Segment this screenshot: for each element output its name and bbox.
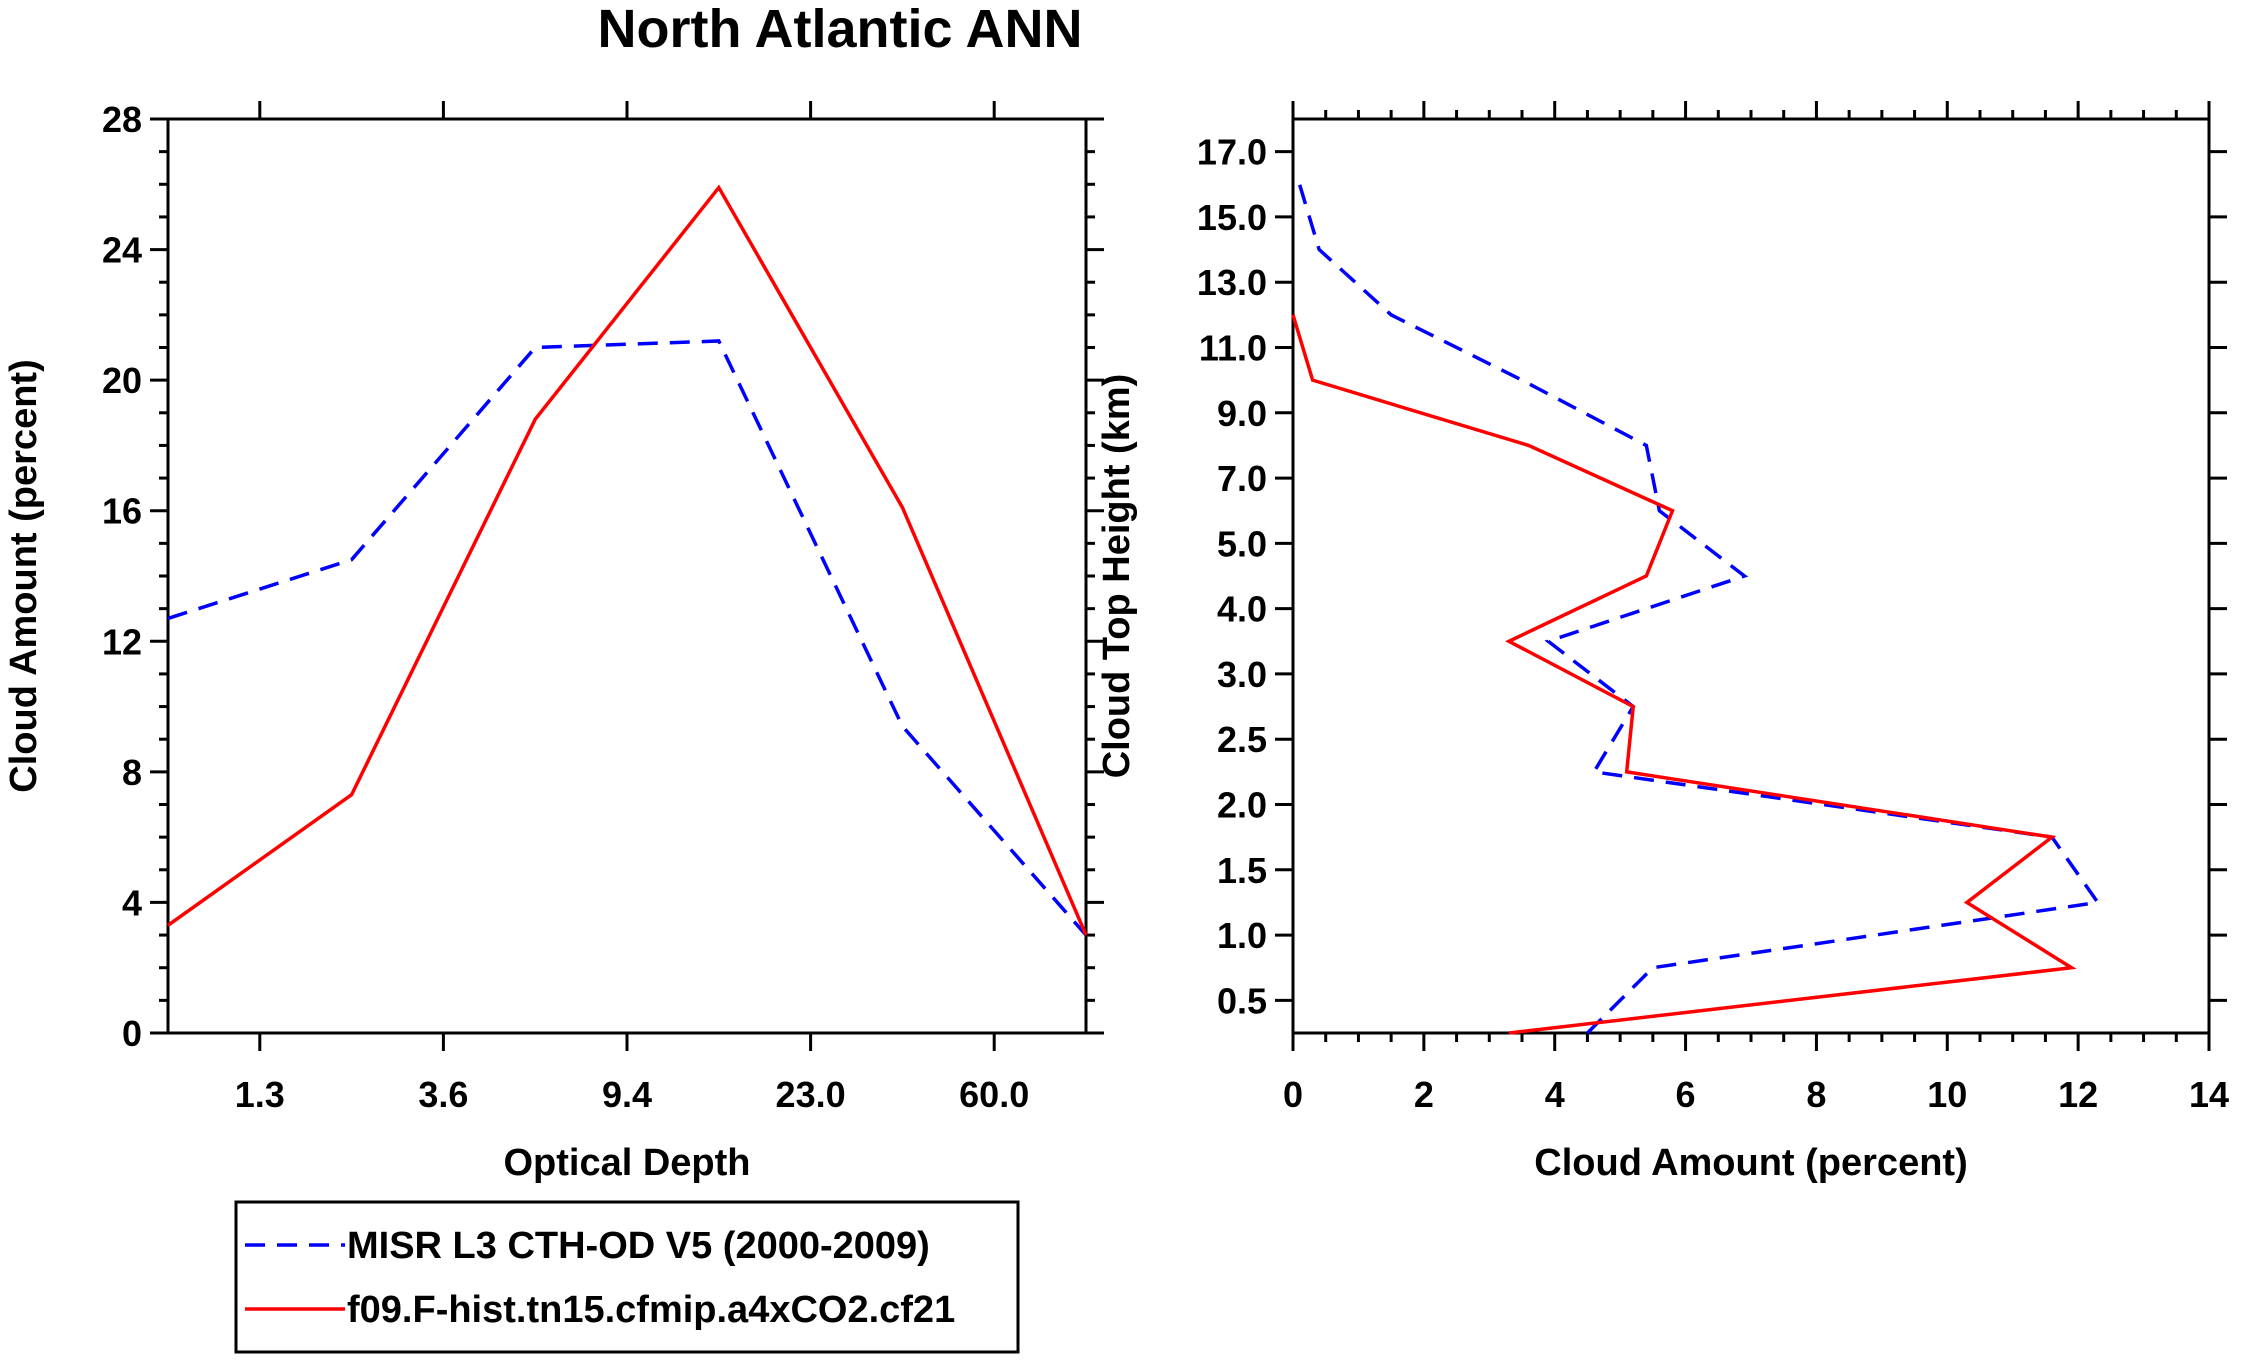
right-y-tick-label: 1.5	[1217, 850, 1267, 891]
right-x-tick-label: 14	[2189, 1074, 2229, 1115]
left-x-tick-label: 9.4	[602, 1074, 652, 1115]
left-chart: 0 4 8 12 16 20 24 28 1.3 3.6 9.4 23.0 60.0 Optical De…	[3, 99, 1104, 1184]
left-y-tick-label: 16	[102, 491, 142, 532]
left-x-tick-label: 23.0	[776, 1074, 846, 1115]
left-y-tick-label: 8	[122, 752, 142, 793]
right-x-tick-label: 8	[1806, 1074, 1826, 1115]
right-y-tick-label: 3.0	[1217, 654, 1267, 695]
right-x-tick-label: 0	[1283, 1074, 1303, 1115]
right-x-tick-label: 10	[1927, 1074, 1967, 1115]
right-y-tick-label: 9.0	[1217, 393, 1267, 434]
legend-label-observed: MISR L3 CTH-OD V5 (2000-2009)	[347, 1225, 930, 1267]
figure-title: North Atlantic ANN	[598, 0, 1083, 59]
right-series-line-model	[1291, 314, 2077, 1035]
left-y-tick-label: 4	[122, 882, 142, 923]
right-x-tick-label: 12	[2058, 1074, 2098, 1115]
right-x-tick-label: 4	[1545, 1074, 1565, 1115]
left-x-tick-label: 3.6	[418, 1074, 468, 1115]
right-y-tick-label: 2.0	[1217, 785, 1267, 826]
left-y-tick-label: 24	[102, 230, 142, 271]
right-y-tick-label: 13.0	[1197, 262, 1267, 303]
right-y-tick-label: 15.0	[1197, 197, 1267, 238]
left-x-axis-label: Optical Depth	[503, 1142, 750, 1184]
left-series-line-model	[166, 184, 1088, 936]
right-y-tick-label: 0.5	[1217, 980, 1267, 1021]
left-y-tick-label: 0	[122, 1013, 142, 1054]
left-x-tick-label: 1.3	[235, 1074, 285, 1115]
right-y-tick-label: 7.0	[1217, 458, 1267, 499]
left-y-axis-label: Cloud Amount (percent)	[3, 359, 45, 792]
right-x-tick-label: 6	[1676, 1074, 1696, 1115]
left-series-line-observed	[167, 339, 1088, 937]
right-series-line-observed	[1297, 183, 2101, 1035]
right-y-axis-label: Cloud Top Height (km)	[1096, 374, 1138, 779]
left-y-tick-label: 12	[102, 621, 142, 662]
left-y-tick-label: 28	[102, 99, 142, 140]
right-y-tick-label: 2.5	[1217, 719, 1267, 760]
right-x-tick-label: 2	[1414, 1074, 1434, 1115]
right-chart: 0 2 4 6 8 10 12 14 0.5 1.0 1.5 2.0 2.5 3.0 4.0 5.0 7.0 9.…	[1096, 101, 2229, 1184]
legend: MISR L3 CTH-OD V5 (2000-2009) f09.F-hist…	[234, 1200, 1020, 1354]
legend-label-model: f09.F-hist.tn15.cfmip.a4xCO2.cf21	[347, 1289, 955, 1331]
left-x-tick-label: 60.0	[959, 1074, 1029, 1115]
right-y-tick-label: 5.0	[1217, 523, 1267, 564]
left-y-tick-label: 20	[102, 360, 142, 401]
legend-box	[234, 1200, 1020, 1354]
right-y-tick-label: 1.0	[1217, 915, 1267, 956]
right-y-tick-label: 17.0	[1197, 132, 1267, 173]
right-x-axis-label: Cloud Amount (percent)	[1534, 1142, 1967, 1184]
right-y-tick-label: 11.0	[1199, 328, 1267, 369]
right-plot-frame	[1291, 117, 2211, 1035]
right-y-tick-label: 4.0	[1217, 589, 1267, 630]
